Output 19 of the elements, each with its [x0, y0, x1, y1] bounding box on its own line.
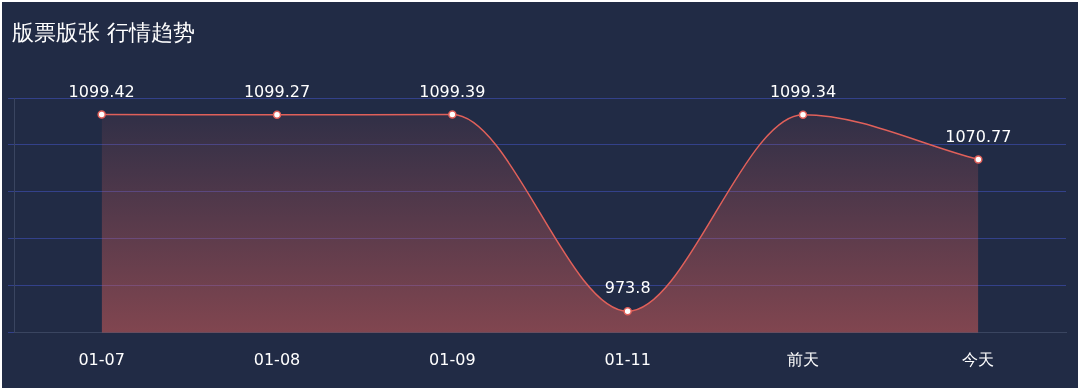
data-label: 1099.42: [68, 81, 135, 101]
point: [798, 110, 808, 119]
x-tick-label: 01-07: [78, 349, 125, 369]
chart-title: 版票版张 行情趋势: [12, 19, 195, 47]
point: [448, 110, 457, 119]
point: [97, 110, 106, 119]
point: [272, 110, 282, 120]
x-tick-label: 01-08: [253, 349, 301, 369]
point: [974, 155, 983, 164]
data-label: 1099.39: [419, 81, 486, 101]
data-label: 1099.34: [769, 81, 837, 101]
x-tick-label: 01-11: [604, 349, 651, 369]
data-label: 973.8: [604, 278, 651, 298]
point: [623, 306, 632, 316]
x-tick-label: 前天: [787, 349, 819, 369]
data-label: 1070.77: [945, 126, 1012, 146]
data-label: 1099.27: [243, 81, 311, 101]
x-tick-label: 今天: [962, 349, 995, 369]
x-tick-label: 01-09: [429, 349, 476, 369]
